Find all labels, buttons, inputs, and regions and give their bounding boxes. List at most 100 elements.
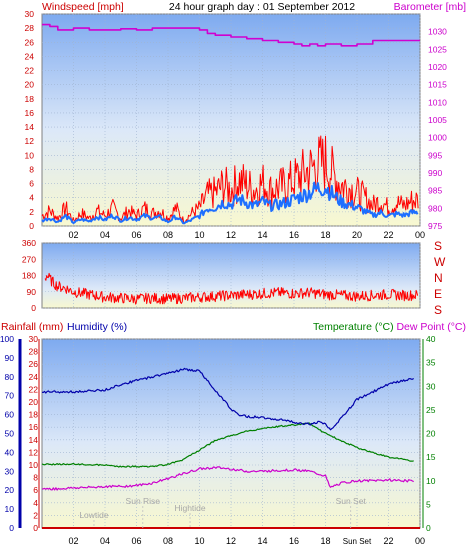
windspeed-tick-label: 16 bbox=[25, 108, 35, 118]
rainfall-tick-label: 18 bbox=[29, 410, 39, 420]
temperature-axis-title: Temperature (°C) bbox=[313, 321, 394, 333]
wind-x-tick-label: 16 bbox=[289, 230, 299, 240]
windspeed-tick-label: 26 bbox=[25, 37, 35, 47]
humidity-series-line bbox=[41, 367, 415, 431]
temperature-tick-label: 30 bbox=[426, 381, 436, 391]
rainfall-tick-label: 10 bbox=[29, 460, 39, 470]
direction-tick-label: 180 bbox=[22, 271, 36, 281]
humidity-tick-label: 90 bbox=[5, 353, 15, 363]
windspeed-tick-label: 12 bbox=[25, 136, 35, 146]
barometer-tick-label: 995 bbox=[428, 150, 442, 160]
barometer-tick-label: 1025 bbox=[428, 44, 447, 54]
windspeed-axis-title: Windspeed [mph] bbox=[42, 1, 124, 13]
humidity-tick-label: 50 bbox=[5, 429, 15, 439]
climate-x-tick-label: 08 bbox=[163, 536, 173, 546]
wind-x-tick-label: 04 bbox=[100, 230, 110, 240]
wind-x-tick-label: 22 bbox=[383, 230, 393, 240]
climate-x-tick-label: 16 bbox=[289, 536, 299, 546]
humidity-tick-label: 20 bbox=[5, 485, 15, 495]
barometer-tick-label: 975 bbox=[428, 221, 442, 231]
barometer-tick-label: 1020 bbox=[428, 62, 447, 72]
wind-x-tick-label: 08 bbox=[163, 230, 173, 240]
temperature-tick-label: 5 bbox=[426, 499, 431, 509]
humidity-tick-label: 60 bbox=[5, 410, 15, 420]
windspeed-tick-label: 10 bbox=[25, 150, 35, 160]
windspeed-tick-label: 2 bbox=[29, 207, 34, 217]
windspeed-tick-label: 0 bbox=[29, 221, 34, 231]
compass-label: N bbox=[434, 271, 443, 285]
direction-tick-label: 0 bbox=[31, 303, 36, 313]
rainfall-tick-label: 16 bbox=[29, 422, 39, 432]
humidity-axis-title: Humidity (%) bbox=[67, 321, 127, 333]
windspeed-tick-label: 22 bbox=[25, 66, 35, 76]
climate-x-tick-label: 12 bbox=[226, 536, 236, 546]
annotation-label: Sun Set bbox=[336, 496, 367, 506]
compass-label: S bbox=[434, 303, 442, 317]
rainfall-tick-label: 2 bbox=[33, 510, 38, 520]
wind-x-tick-label: 18 bbox=[320, 230, 330, 240]
compass-label: S bbox=[434, 239, 442, 253]
humidity-tick-label: 0 bbox=[9, 523, 14, 533]
grid-lines bbox=[42, 13, 421, 529]
series bbox=[41, 23, 420, 529]
temperature-tick-label: 35 bbox=[426, 358, 436, 368]
rainfall-tick-label: 14 bbox=[29, 435, 39, 445]
temperature-tick-label: 0 bbox=[426, 523, 431, 533]
wind-x-tick-label: 20 bbox=[352, 230, 362, 240]
barometer-axis-title: Barometer [mb] bbox=[394, 1, 466, 13]
temperature-tick-label: 15 bbox=[426, 452, 436, 462]
rainfall-tick-label: 28 bbox=[29, 347, 39, 357]
climate-x-tick-label: 06 bbox=[131, 536, 141, 546]
windspeed-tick-label: 30 bbox=[25, 9, 35, 19]
wind-direction-series-line bbox=[44, 272, 419, 305]
climate-x-tick-label: 18 bbox=[320, 536, 330, 546]
climate-x-tick-label: 02 bbox=[68, 536, 78, 546]
rainfall-tick-label: 8 bbox=[33, 473, 38, 483]
compass-label: W bbox=[434, 255, 446, 269]
annotations: Lowtide Sun Rise Hightide Sun Set bbox=[79, 496, 366, 528]
humidity-tick-label: 10 bbox=[5, 504, 15, 514]
barometer-tick-label: 1000 bbox=[428, 133, 447, 143]
rainfall-tick-label: 30 bbox=[29, 334, 39, 344]
windspeed-tick-label: 18 bbox=[25, 94, 35, 104]
temperature-tick-label: 20 bbox=[426, 429, 436, 439]
humidity-tick-label: 30 bbox=[5, 466, 15, 476]
barometer-tick-label: 1005 bbox=[428, 115, 447, 125]
dewpoint-axis-title: Dew Point (°C) bbox=[396, 321, 466, 333]
windspeed-tick-label: 14 bbox=[25, 122, 35, 132]
wind-x-tick-label: 10 bbox=[194, 230, 204, 240]
rainfall-tick-label: 20 bbox=[29, 397, 39, 407]
barometer-tick-label: 1030 bbox=[428, 27, 447, 37]
climate-x-tick-label: 22 bbox=[383, 536, 393, 546]
rainfall-tick-label: 4 bbox=[33, 498, 38, 508]
windspeed-tick-label: 28 bbox=[25, 23, 35, 33]
wind-x-tick-label: 02 bbox=[68, 230, 78, 240]
direction-tick-label: 270 bbox=[22, 254, 36, 264]
temperature-tick-label: 40 bbox=[426, 334, 436, 344]
temperature-series-line bbox=[41, 422, 414, 468]
windspeed-tick-label: 24 bbox=[25, 51, 35, 61]
wind-x-tick-label: 12 bbox=[226, 230, 236, 240]
climate-x-tick-label: 04 bbox=[100, 536, 110, 546]
barometer-tick-label: 985 bbox=[428, 186, 442, 196]
compass-label: E bbox=[434, 287, 442, 301]
rainfall-axis-title: Rainfall (mm) bbox=[1, 321, 63, 333]
wind-x-tick-label: 14 bbox=[257, 230, 267, 240]
average-wind-series-line bbox=[41, 181, 419, 225]
gust-series-line bbox=[41, 135, 419, 224]
temperature-tick-label: 25 bbox=[426, 405, 436, 415]
rainfall-tick-label: 12 bbox=[29, 447, 39, 457]
humidity-tick-label: 70 bbox=[5, 391, 15, 401]
humidity-tick-label: 80 bbox=[5, 372, 15, 382]
rainfall-tick-label: 22 bbox=[29, 384, 39, 394]
windspeed-tick-label: 20 bbox=[25, 80, 35, 90]
barometer-series-line bbox=[42, 23, 420, 47]
rainfall-tick-label: 0 bbox=[33, 523, 38, 533]
windspeed-tick-label: 4 bbox=[29, 193, 34, 203]
barometer-tick-label: 980 bbox=[428, 203, 442, 213]
windspeed-tick-label: 6 bbox=[29, 179, 34, 189]
wind-x-tick-label: 00 bbox=[415, 230, 425, 240]
humidity-tick-label: 40 bbox=[5, 447, 15, 457]
